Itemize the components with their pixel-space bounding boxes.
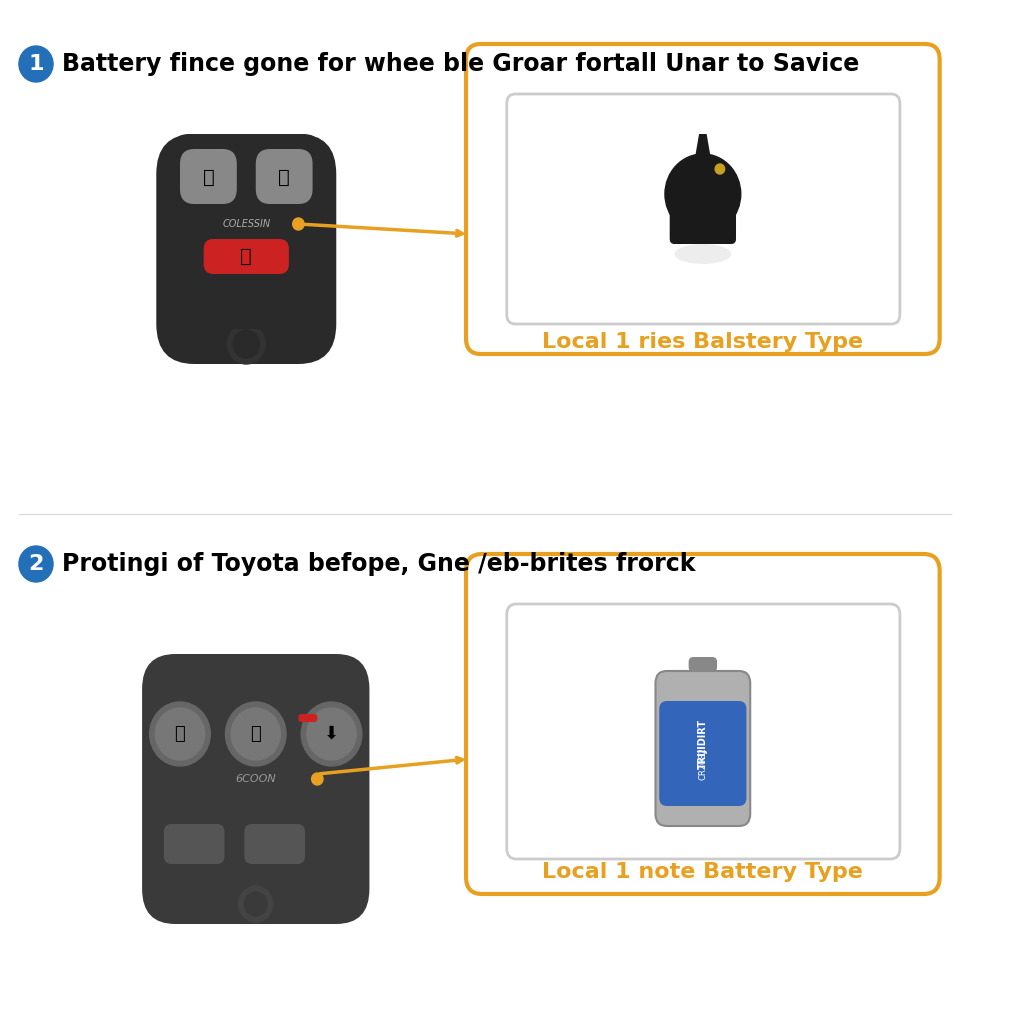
FancyBboxPatch shape (245, 824, 305, 864)
FancyBboxPatch shape (180, 150, 237, 204)
Text: 📞: 📞 (241, 247, 252, 265)
FancyBboxPatch shape (204, 239, 289, 274)
Text: Local 1 note Battery Type: Local 1 note Battery Type (543, 862, 863, 882)
FancyBboxPatch shape (689, 657, 717, 672)
Circle shape (150, 702, 210, 766)
Text: 🔓: 🔓 (279, 168, 290, 186)
FancyBboxPatch shape (507, 94, 900, 324)
Text: Protingi of Toyota befope, Gne /eb-brites frorck: Protingi of Toyota befope, Gne /eb-brite… (61, 552, 695, 575)
FancyBboxPatch shape (466, 44, 940, 354)
Circle shape (19, 46, 53, 82)
Circle shape (307, 708, 356, 760)
Text: TRIJIDIRT: TRIJIDIRT (697, 719, 708, 769)
Ellipse shape (675, 244, 731, 264)
Circle shape (301, 702, 361, 766)
FancyBboxPatch shape (659, 701, 746, 806)
FancyBboxPatch shape (670, 194, 736, 244)
Text: 2: 2 (29, 554, 44, 574)
FancyBboxPatch shape (157, 134, 336, 364)
Text: 🔒: 🔒 (203, 168, 214, 186)
FancyBboxPatch shape (142, 654, 370, 924)
Circle shape (227, 324, 265, 364)
FancyBboxPatch shape (298, 714, 317, 722)
FancyBboxPatch shape (507, 604, 900, 859)
FancyBboxPatch shape (218, 307, 274, 329)
FancyBboxPatch shape (256, 150, 312, 204)
FancyBboxPatch shape (164, 824, 224, 864)
Polygon shape (695, 134, 711, 156)
Circle shape (225, 702, 286, 766)
Circle shape (311, 773, 323, 785)
Text: COLESSIN: COLESSIN (222, 219, 270, 229)
Circle shape (245, 892, 267, 916)
Circle shape (715, 164, 725, 174)
Text: 6COON: 6COON (236, 774, 276, 784)
Text: 1: 1 (29, 54, 44, 74)
Circle shape (233, 330, 259, 358)
Circle shape (19, 546, 53, 582)
FancyBboxPatch shape (655, 671, 751, 826)
FancyBboxPatch shape (466, 554, 940, 894)
Text: 🔒: 🔒 (175, 725, 185, 743)
Circle shape (665, 154, 740, 234)
Text: Local 1 ries Balstery Type: Local 1 ries Balstery Type (543, 332, 863, 352)
Text: CR2032: CR2032 (698, 748, 708, 780)
Circle shape (293, 218, 304, 230)
FancyBboxPatch shape (171, 134, 323, 214)
Text: 🔓: 🔓 (251, 725, 261, 743)
Text: Battery fince gone for whee ble Groar fortall Unar to Savice: Battery fince gone for whee ble Groar fo… (61, 52, 859, 76)
Text: ⬇: ⬇ (324, 725, 339, 743)
Circle shape (231, 708, 281, 760)
Circle shape (156, 708, 205, 760)
Circle shape (239, 886, 272, 922)
